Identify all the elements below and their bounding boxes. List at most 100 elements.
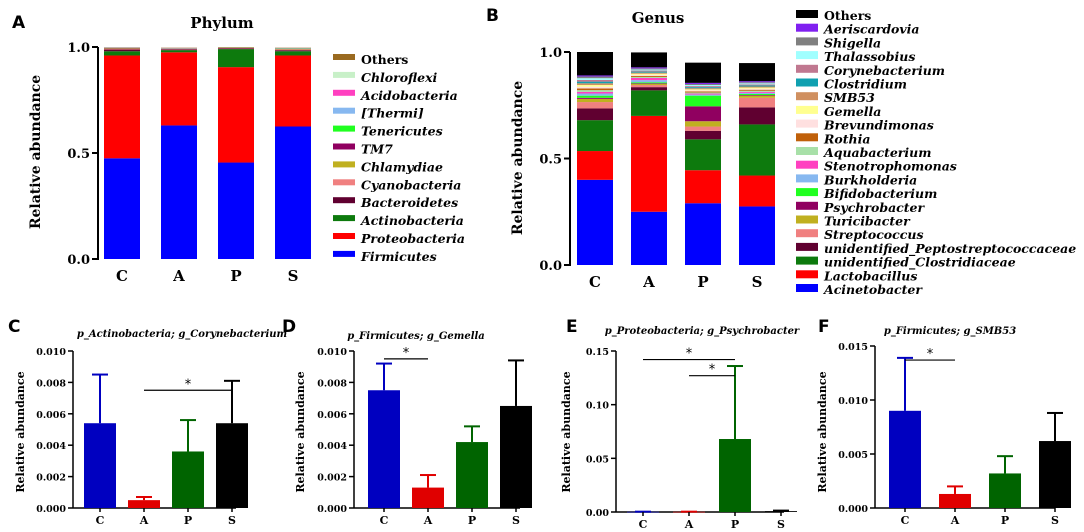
panel-c-title: p_Actinobacteria; g_Corynebacterium bbox=[77, 329, 287, 340]
bar-segment-psychrobacter-c bbox=[577, 97, 613, 99]
bar-segment-gemella-a bbox=[631, 73, 667, 75]
panel-b: B Genus Relative abundance 0.0 0.5 1.0 C A P S… bbox=[486, 6, 1076, 297]
bar-segment-actinobacteria-c bbox=[104, 51, 140, 56]
bar-segment-shigella-p bbox=[685, 83, 721, 86]
panel-a: A Phylum Relative abundance 0.0 0.5 1.0 C A P… bbox=[12, 13, 465, 285]
bar-segment-aquabacterium-a bbox=[631, 76, 667, 78]
legend-swatch-streptococcus bbox=[796, 229, 818, 238]
bar-a bbox=[128, 500, 160, 508]
legend-swatch-gemella bbox=[796, 105, 818, 114]
legend-label-aquabacterium: Aquabacterium bbox=[823, 145, 931, 160]
bar-segment-firmicutes-c bbox=[104, 158, 140, 259]
bar-segment-thalassobius-s bbox=[739, 83, 775, 85]
y-tick-label: 0.000 bbox=[838, 504, 868, 515]
bar-segment-smb53-a bbox=[631, 72, 667, 74]
bar-segment-unidentified-peptostreptococcaceae-s bbox=[739, 107, 775, 125]
legend-swatch-brevundimonas bbox=[796, 119, 818, 128]
x-tick-label: P bbox=[731, 518, 739, 531]
significance-star: * bbox=[927, 347, 934, 362]
legend-label-burkholderia: Burkholderia bbox=[823, 172, 917, 187]
legend-swatch-turicibacter bbox=[796, 215, 818, 224]
x-tick-label: C bbox=[589, 273, 601, 291]
bar-s bbox=[1039, 441, 1071, 508]
bar-segment-aeriscardovia-p bbox=[685, 82, 721, 84]
bar-segment-aquabacterium-p bbox=[685, 92, 721, 94]
bar-segment-bacteroidetes-s bbox=[275, 50, 311, 52]
legend-label-shigella: Shigella bbox=[824, 35, 881, 50]
significance-star: * bbox=[709, 363, 716, 378]
legend-label-brevundimonas: Brevundimonas bbox=[823, 118, 934, 133]
legend-label-others: Others bbox=[824, 8, 871, 23]
y-tick-label: 0.0 bbox=[67, 253, 90, 268]
bar-segment-bifidobacterium-p bbox=[685, 95, 721, 107]
panel-c-ylabel: Relative abundance bbox=[14, 371, 27, 492]
x-tick-label: P bbox=[184, 514, 192, 527]
significance-star: * bbox=[185, 377, 192, 392]
bar-segment-stenotrophomonas-c bbox=[577, 91, 613, 94]
x-tick-label: C bbox=[380, 514, 389, 527]
panel-f-title: p_Firmicutes; g_SMB53 bbox=[884, 326, 1016, 337]
legend-swatch-aeriscardovia bbox=[796, 23, 818, 32]
legend-swatch-chloroflexi bbox=[333, 71, 355, 78]
legend-label-tenericutes: Tenericutes bbox=[361, 124, 443, 139]
bar-segment-unidentified-clostridiaceae-c bbox=[577, 120, 613, 152]
bar-segment-unidentified-clostridiaceae-a bbox=[631, 90, 667, 116]
x-tick-label: P bbox=[230, 267, 241, 285]
bar-segment-firmicutes-s bbox=[275, 126, 311, 259]
bar-segment-cyanobacteria-c bbox=[104, 48, 140, 50]
bar-segment-aquabacterium-c bbox=[577, 90, 613, 92]
x-tick-label: C bbox=[116, 267, 128, 285]
x-tick-label: A bbox=[172, 267, 185, 285]
y-tick-label: 0.008 bbox=[317, 378, 347, 389]
bar-segment-corynebacterium-s bbox=[739, 84, 775, 86]
bar-segment-burkholderia-c bbox=[577, 93, 613, 96]
bar-segment-shigella-c bbox=[577, 76, 613, 79]
y-tick-label: 0.006 bbox=[317, 410, 347, 421]
bar-segment-burkholderia-a bbox=[631, 80, 667, 83]
bar-segment-gemella-c bbox=[577, 85, 613, 87]
panel-f-plot: 0.000 0.005 0.010 0.015 C A P S * bbox=[838, 342, 1071, 527]
legend-swatch-clostridium bbox=[796, 78, 818, 87]
y-tick-label: 0.000 bbox=[317, 504, 347, 515]
bar-segment-corynebacterium-p bbox=[685, 86, 721, 88]
y-tick-label: 0.10 bbox=[586, 401, 610, 412]
legend-swatch-smb53 bbox=[796, 92, 818, 101]
x-tick-label: C bbox=[96, 514, 105, 527]
bar-segment-shigella-s bbox=[739, 82, 775, 84]
legend-label-thalassobius: Thalassobius bbox=[824, 49, 915, 64]
bar-segment-gemella-p bbox=[685, 89, 721, 91]
legend-swatch-unidentified-peptostreptococcaceae bbox=[796, 242, 818, 251]
legend-label-gemella: Gemella bbox=[824, 104, 881, 119]
legend-swatch-psychrobacter bbox=[796, 201, 818, 210]
legend-label-others: Others bbox=[361, 52, 408, 67]
y-tick-label: 0.0 bbox=[539, 259, 562, 274]
legend-swatch-thalassobius bbox=[796, 51, 818, 60]
bar-segment-bacteroidetes-p bbox=[218, 48, 254, 50]
legend-label-psychrobacter: Psychrobacter bbox=[823, 200, 925, 215]
bar-segment-actinobacteria-a bbox=[161, 50, 197, 53]
bar-segment-stenotrophomonas-a bbox=[631, 77, 667, 81]
y-tick-label: 0.05 bbox=[586, 454, 609, 465]
bar-segment-corynebacterium-a bbox=[631, 70, 667, 72]
bar-segment-streptococcus-s bbox=[739, 97, 775, 108]
bar-segment-aeriscardovia-a bbox=[631, 67, 667, 69]
x-tick-label: S bbox=[228, 514, 236, 527]
legend-label-bacteroidetes: Bacteroidetes bbox=[360, 195, 458, 210]
bar-segment-streptococcus-c bbox=[577, 102, 613, 109]
bar-segment-corynebacterium-c bbox=[577, 79, 613, 82]
y-tick-label: 0.010 bbox=[317, 347, 347, 358]
bar-segment-turicibacter-c bbox=[577, 98, 613, 103]
y-tick-label: 0.005 bbox=[838, 450, 868, 461]
bar-segment-others-c bbox=[577, 52, 613, 76]
x-tick-label: P bbox=[697, 273, 708, 291]
bar-segment-bacteroidetes-a bbox=[161, 49, 197, 51]
panel-b-plot: 0.0 0.5 1.0 C A P S OthersAeriscardoviaShigella… bbox=[539, 8, 1076, 297]
x-tick-label: C bbox=[901, 514, 910, 527]
legend-label-aeriscardovia: Aeriscardovia bbox=[823, 22, 920, 37]
y-tick-label: 0.015 bbox=[838, 342, 868, 353]
bar-segment-aeriscardovia-s bbox=[739, 81, 775, 83]
legend-swatch-bacteroidetes bbox=[333, 197, 355, 204]
bar-segment-thalassobius-p bbox=[685, 85, 721, 87]
x-tick-label: P bbox=[468, 514, 476, 527]
bar-segment-actinobacteria-s bbox=[275, 51, 311, 56]
